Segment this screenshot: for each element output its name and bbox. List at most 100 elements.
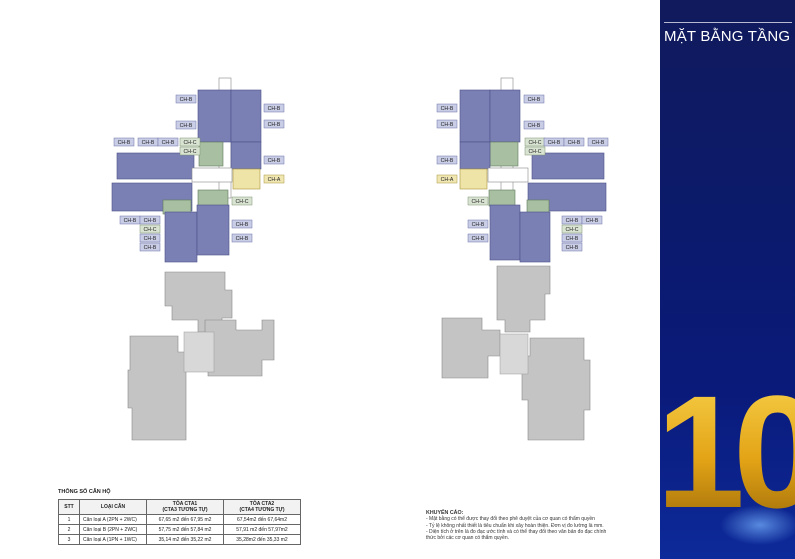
row-stt: 3	[58, 534, 80, 545]
unit-tag: CH-B	[543, 137, 565, 147]
unit-tag: CH-A	[436, 174, 458, 184]
unit-tag: CH-C	[139, 224, 161, 234]
unit-tag: CH-B	[563, 137, 585, 147]
unit-tag-label: CH-C	[529, 149, 542, 155]
unit-tag-label: CH-C	[236, 199, 249, 205]
unit-tag: CH-C	[179, 137, 201, 147]
table-row: 1 Căn loại A (2PN + 2WC) 67,65 m2 đến 67…	[58, 514, 301, 525]
unit-tag-label: CH-C	[144, 227, 157, 233]
unit-tag: CH-B	[436, 103, 458, 113]
unit-tag: CH-B	[113, 137, 135, 147]
unit-tag-label: CH-B	[142, 140, 155, 146]
unit-tag: CH-C	[231, 196, 253, 206]
unit-tag: CH-B	[139, 215, 161, 225]
unit-tag-label: CH-C	[529, 140, 542, 146]
disclaimer-line: - Mặt bằng có thể được thay đổi theo phê…	[426, 516, 595, 523]
unit-tag-label: CH-B	[180, 97, 193, 103]
row-type: Căn loại A (2PN + 2WC)	[79, 514, 147, 525]
disclaimer-line: thức bởi các cơ quan có thẩm quyền.	[426, 535, 510, 542]
unit-tag: CH-B	[175, 94, 197, 104]
unit-tag: CH-B	[581, 215, 603, 225]
disclaimer-line: - Tỷ lệ không nhất thiết là tiêu chuẩn k…	[426, 522, 604, 529]
unit-tag-label: CH-B	[566, 245, 579, 251]
unit-tag-label: CH-B	[180, 123, 193, 129]
table-row: 3 Căn loại A (1PN + 1WC) 35,14 m2 đến 35…	[58, 534, 301, 545]
unit-tag-label: CH-B	[162, 140, 175, 146]
unit-tag-label: CH-B	[441, 122, 454, 128]
unit-tags: CH-B CH-B CH-B CH-B CH-B CH-A CH-B CH-B CH-B CH-C…	[113, 94, 609, 252]
unit-tag-label: CH-C	[184, 140, 197, 146]
table-header-row: STT LOẠI CĂN TÒA CTA1 (CTA3 TƯƠNG TỰ) TÒ…	[58, 499, 301, 515]
unit-tag: CH-B	[263, 119, 285, 129]
unit-tag: CH-B	[231, 233, 253, 243]
unit-tag: CH-B	[561, 215, 583, 225]
unit-tag-label: CH-B	[236, 222, 249, 228]
apartment-spec-section: THÔNG SỐ CĂN HỘ STT LOẠI CĂN TÒA CTA1 (C…	[58, 489, 301, 545]
disclaimer-line: - Diện tích ở trên là đo đạc ước tính và…	[426, 528, 607, 535]
row-type: Căn loại A (1PN + 1WC)	[79, 534, 147, 545]
unit-tag: CH-B	[467, 219, 489, 229]
unit-tag-label: CH-B	[144, 218, 157, 224]
left-building-plan	[111, 77, 275, 441]
unit-tag-label: CH-B	[472, 222, 485, 228]
unit-tag: CH-B	[175, 120, 197, 130]
row-cta1: 57,75 m2 đến 57,84 m2	[146, 524, 224, 535]
header-type: LOẠI CĂN	[79, 499, 147, 515]
unit-tag: CH-C	[179, 146, 201, 156]
unit-tag-label: CH-B	[268, 106, 281, 112]
unit-tag-label: CH-B	[144, 245, 157, 251]
row-cta2: 67,54m2 đến 67,64m2	[223, 514, 301, 525]
unit-tag-label: CH-B	[124, 218, 137, 224]
header-cta1: TÒA CTA1 (CTA3 TƯƠNG TỰ)	[146, 499, 224, 515]
unit-tag-label: CH-B	[586, 218, 599, 224]
unit-tag: CH-B	[523, 94, 545, 104]
unit-tag: CH-C	[524, 146, 546, 156]
unit-tag: CH-B	[231, 219, 253, 229]
unit-tag: CH-B	[139, 242, 161, 252]
unit-tag: CH-B	[523, 120, 545, 130]
unit-tag-label: CH-B	[268, 122, 281, 128]
unit-tag-label: CH-B	[118, 140, 131, 146]
unit-tag: CH-A	[263, 174, 285, 184]
row-type: Căn loại B (2PN + 2WC)	[79, 524, 147, 535]
unit-tag: CH-B	[263, 155, 285, 165]
unit-tag-label: CH-B	[236, 236, 249, 242]
unit-tag: CH-C	[561, 224, 583, 234]
unit-tag-label: CH-B	[441, 106, 454, 112]
table-title: THÔNG SỐ CĂN HỘ	[58, 489, 111, 495]
unit-tag-label: CH-B	[441, 158, 454, 164]
unit-tag-label: CH-B	[568, 140, 581, 146]
page-title: MẶT BẰNG TẦNG 10	[664, 22, 795, 45]
unit-tag-label: CH-B	[548, 140, 561, 146]
unit-tag: CH-B	[436, 155, 458, 165]
table-row: 2 Căn loại B (2PN + 2WC) 57,75 m2 đến 57…	[58, 524, 301, 535]
unit-tag-label: CH-B	[528, 97, 541, 103]
unit-tag: CH-C	[524, 137, 546, 147]
unit-tag: CH-B	[436, 119, 458, 129]
glow-decoration	[720, 505, 795, 545]
unit-tag-label: CH-B	[592, 140, 605, 146]
unit-tag-label: CH-B	[144, 236, 157, 242]
right-building-plan	[441, 77, 607, 441]
unit-tag: CH-B	[119, 215, 141, 225]
apartment-spec-table: STT LOẠI CĂN TÒA CTA1 (CTA3 TƯƠNG TỰ) TÒ…	[58, 499, 301, 545]
floor-number: 10	[660, 372, 795, 532]
disclaimer: KHUYẾN CÁO: - Mặt bằng có thể được thay …	[426, 510, 646, 541]
unit-tag-label: CH-B	[472, 236, 485, 242]
unit-tag-label: CH-B	[268, 158, 281, 164]
side-banner: MẶT BẰNG TẦNG 10 10	[660, 0, 795, 559]
unit-tag: CH-B	[467, 233, 489, 243]
unit-tag: CH-B	[137, 137, 159, 147]
unit-tag-label: CH-A	[441, 177, 454, 183]
unit-tag-label: CH-C	[566, 227, 579, 233]
row-stt: 2	[58, 524, 80, 535]
row-cta2: 35,28m2 đến 35,33 m2	[223, 534, 301, 545]
header-cta1-sub: (CTA3 TƯƠNG TỰ)	[162, 507, 208, 513]
header-cta2: TÒA CTA2 (CTA4 TƯƠNG TỰ)	[223, 499, 301, 515]
unit-tag: CH-B	[139, 233, 161, 243]
header-cta1-name: TÒA CTA1	[172, 501, 198, 507]
header-cta2-sub: (CTA4 TƯƠNG TỰ)	[239, 507, 285, 513]
unit-tag: CH-B	[263, 103, 285, 113]
unit-tag: CH-B	[561, 233, 583, 243]
